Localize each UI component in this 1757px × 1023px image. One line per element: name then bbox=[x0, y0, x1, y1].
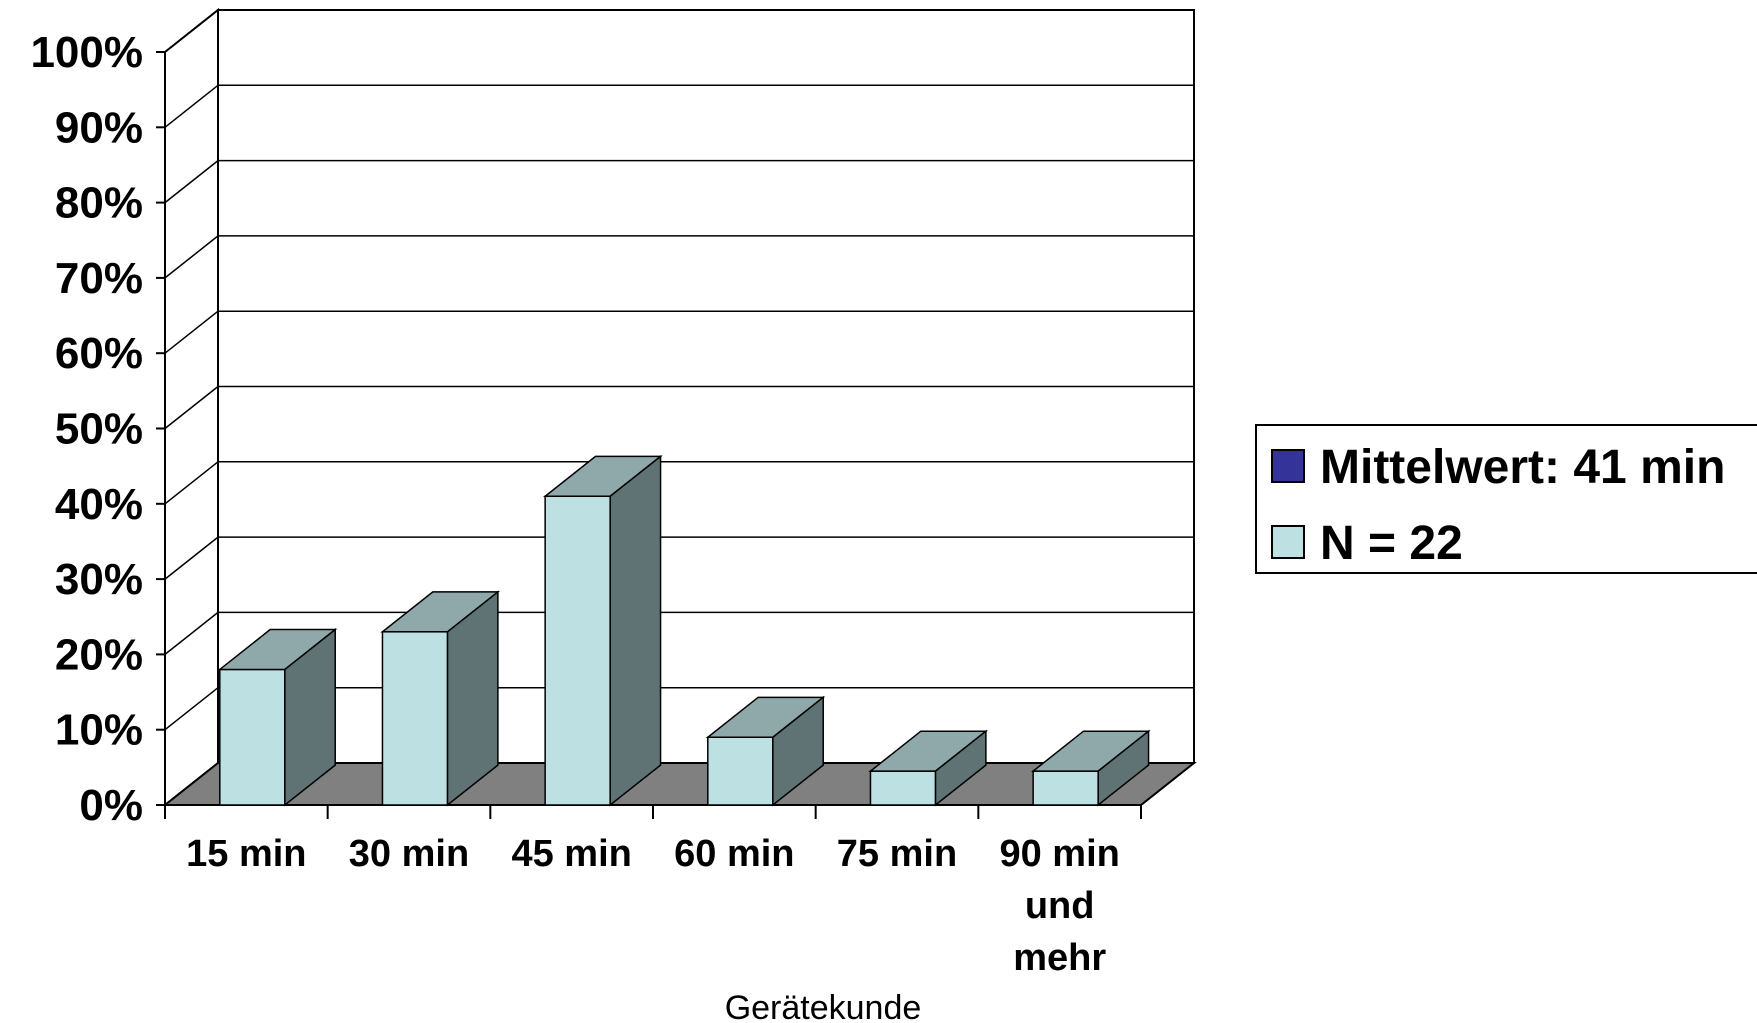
y-axis-ticks: 0% 10% 20% 30% 40% 50% 60% 70% 80% 90% 100% bbox=[30, 28, 165, 830]
bar-side bbox=[1097, 729, 1150, 807]
bars bbox=[217, 454, 1151, 807]
y-tick-label: 10% bbox=[55, 706, 143, 755]
legend-box bbox=[1255, 424, 1757, 574]
x-tick-label: 45 min bbox=[511, 833, 631, 875]
gridline-side bbox=[164, 536, 219, 580]
y-tick-label: 60% bbox=[55, 329, 143, 378]
bar-side bbox=[934, 729, 987, 807]
gridline-side bbox=[164, 9, 219, 53]
bar-side bbox=[772, 695, 824, 807]
x-tick-label: 90 min bbox=[999, 833, 1119, 875]
y-tick-label: 80% bbox=[55, 179, 143, 228]
x-tick-label: 15 min bbox=[186, 833, 306, 875]
y-tick-label: 20% bbox=[55, 630, 143, 679]
x-tick-label: mehr bbox=[1013, 937, 1106, 979]
x-tick-label: 60 min bbox=[674, 833, 794, 875]
gridline-side bbox=[164, 310, 219, 354]
bar bbox=[1032, 770, 1099, 806]
legend-swatch bbox=[1271, 525, 1305, 559]
x-axis-title: Gerätekunde bbox=[725, 989, 922, 1023]
gridline-side bbox=[164, 687, 219, 731]
bar bbox=[381, 631, 449, 806]
y-tick-label: 50% bbox=[55, 405, 143, 454]
y-tick-label: 90% bbox=[55, 103, 143, 152]
legend: Mittelwert: 41 min N = 22 bbox=[1255, 424, 1757, 574]
bar bbox=[544, 495, 611, 806]
y-tick-label: 70% bbox=[55, 254, 143, 303]
x-tick-label: 75 min bbox=[837, 833, 957, 875]
bar-side bbox=[609, 454, 662, 807]
x-tick-label: 30 min bbox=[349, 833, 469, 875]
gridlines bbox=[164, 9, 1194, 806]
legend-swatch bbox=[1271, 449, 1305, 483]
legend-label: Mittelwert: 41 min bbox=[1320, 441, 1725, 494]
gridline-side bbox=[164, 84, 219, 128]
gridline-side bbox=[164, 611, 219, 655]
bar-side bbox=[284, 628, 336, 807]
gridline-side bbox=[164, 235, 219, 279]
x-tick-label: und bbox=[1025, 885, 1095, 927]
gridline-side bbox=[164, 385, 219, 430]
bar bbox=[869, 770, 937, 806]
bar-side bbox=[446, 590, 499, 807]
gridline-side bbox=[164, 461, 219, 505]
y-tick-label: 30% bbox=[55, 555, 143, 604]
gridline-side bbox=[164, 160, 219, 204]
y-tick-label: 40% bbox=[55, 480, 143, 529]
x-axis-ticks: 15 min 30 min 45 min 60 min 75 min 90 min und m… bbox=[164, 805, 1142, 979]
legend-label: N = 22 bbox=[1320, 517, 1463, 570]
bar bbox=[219, 668, 286, 806]
y-tick-label: 100% bbox=[30, 28, 143, 77]
bar bbox=[707, 736, 774, 806]
y-tick-label: 0% bbox=[79, 781, 143, 830]
